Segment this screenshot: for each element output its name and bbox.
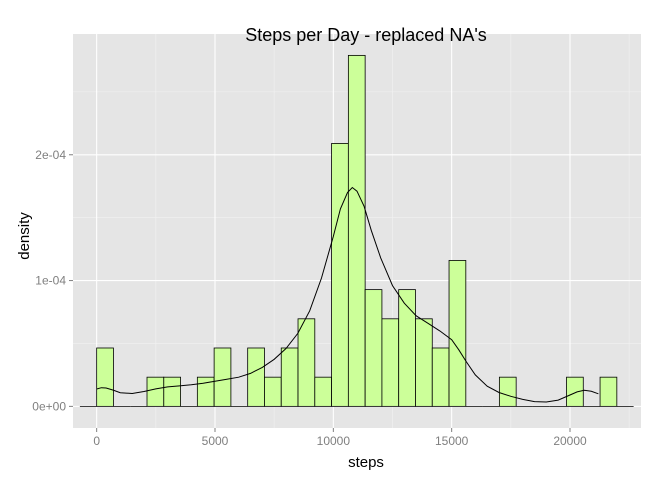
histogram-bar <box>415 318 433 407</box>
histogram-bar <box>381 318 400 407</box>
y-axis-title: density <box>16 212 33 260</box>
y-tick-label: 2e-04 <box>35 148 66 162</box>
y-tick-label: 1e-04 <box>35 274 66 288</box>
x-tick-label: 0 <box>93 434 100 448</box>
y-axis-ticks: 0e+00 1e-04 2e-04 <box>32 148 73 413</box>
density-curve-group <box>96 186 599 403</box>
density-curve <box>96 186 599 403</box>
histogram-bar <box>297 318 316 407</box>
histogram-bar <box>146 376 165 407</box>
histogram-bar <box>331 143 349 407</box>
histogram-bar <box>498 376 517 407</box>
histogram-bar <box>347 54 366 407</box>
x-axis-title: steps <box>348 454 384 471</box>
x-tick-label: 10000 <box>317 434 351 448</box>
histogram-bar <box>314 376 332 407</box>
histogram-bar <box>163 376 181 407</box>
y-tick-label: 0e+00 <box>32 399 66 413</box>
histogram-bar <box>398 289 416 407</box>
histogram-bar <box>599 376 618 407</box>
histogram-bar <box>364 289 383 407</box>
x-tick-label: 15000 <box>435 434 469 448</box>
histogram-bar <box>280 347 299 407</box>
x-tick-label: 20000 <box>553 434 587 448</box>
x-tick-label: 5000 <box>202 434 229 448</box>
histogram-bar <box>431 347 450 407</box>
histogram-bar <box>96 347 114 407</box>
histogram-bar <box>213 347 232 407</box>
histogram-bar <box>247 347 265 407</box>
histogram-bar <box>566 376 584 407</box>
chart-title: Steps per Day - replaced NA's <box>245 25 487 45</box>
histogram-bars <box>79 54 634 407</box>
histogram-bar <box>264 376 282 407</box>
x-axis-ticks: 0 5000 10000 15000 20000 <box>93 428 587 448</box>
histogram-bar <box>448 260 467 407</box>
